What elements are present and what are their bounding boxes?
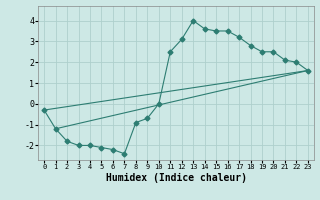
X-axis label: Humidex (Indice chaleur): Humidex (Indice chaleur) [106,173,246,183]
